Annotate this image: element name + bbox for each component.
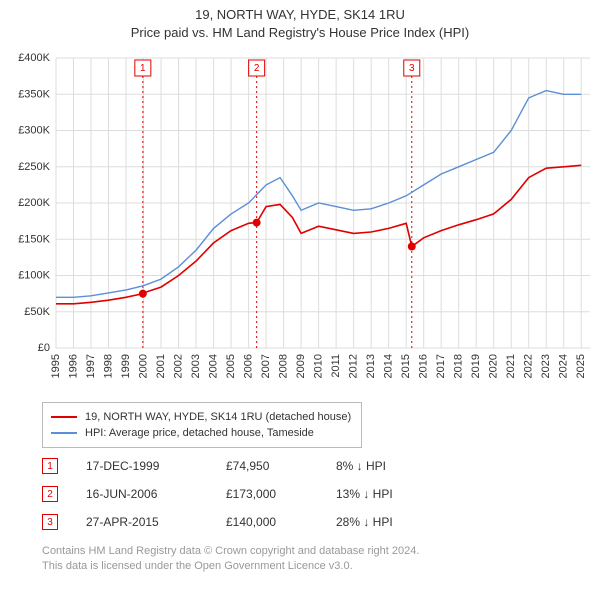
svg-text:£0: £0 [38,342,50,354]
sale-price: £74,950 [226,459,336,473]
marker-box-3: 3 [42,514,58,530]
svg-text:2016: 2016 [418,354,430,378]
sale-delta: 8% ↓ HPI [336,459,466,473]
svg-text:£250K: £250K [18,161,50,173]
svg-text:2008: 2008 [278,354,290,378]
svg-text:£200K: £200K [18,197,50,209]
sale-date: 16-JUN-2006 [86,487,226,501]
svg-text:2015: 2015 [400,354,412,378]
table-row: 3 27-APR-2015 £140,000 28% ↓ HPI [42,508,466,536]
footnote: Contains HM Land Registry data © Crown c… [42,544,419,574]
svg-text:1995: 1995 [50,354,62,378]
svg-text:2002: 2002 [173,354,185,378]
svg-text:2012: 2012 [348,354,360,378]
svg-text:2004: 2004 [208,354,220,378]
svg-text:2017: 2017 [435,354,447,378]
svg-text:2: 2 [254,63,260,74]
sale-price: £173,000 [226,487,336,501]
marker-box-2: 2 [42,486,58,502]
sales-table: 1 17-DEC-1999 £74,950 8% ↓ HPI 2 16-JUN-… [42,452,466,536]
legend-row-paid: 19, NORTH WAY, HYDE, SK14 1RU (detached … [51,409,351,425]
svg-text:2003: 2003 [190,354,202,378]
svg-text:1996: 1996 [68,354,80,378]
svg-text:2013: 2013 [365,354,377,378]
svg-text:2006: 2006 [243,354,255,378]
svg-text:2019: 2019 [470,354,482,378]
footnote-line1: Contains HM Land Registry data © Crown c… [42,544,419,559]
title-line1: 19, NORTH WAY, HYDE, SK14 1RU [0,6,600,24]
svg-text:1998: 1998 [103,354,115,378]
svg-text:2005: 2005 [225,354,237,378]
chart-plot-area: £0 £50K £100K £150K £200K £250K £300K £350K £400… [0,48,600,394]
svg-text:£150K: £150K [18,233,50,245]
svg-text:1997: 1997 [85,354,97,378]
svg-text:2010: 2010 [313,354,325,378]
svg-text:2018: 2018 [453,354,465,378]
legend-label-paid: 19, NORTH WAY, HYDE, SK14 1RU (detached … [85,411,351,423]
svg-text:£300K: £300K [18,125,50,137]
svg-text:2014: 2014 [383,354,395,378]
svg-text:2020: 2020 [488,354,500,378]
marker-box-1: 1 [42,458,58,474]
svg-text:3: 3 [409,63,415,74]
sale-delta: 28% ↓ HPI [336,515,466,529]
svg-text:1: 1 [140,63,146,74]
svg-text:2024: 2024 [558,354,570,378]
legend: 19, NORTH WAY, HYDE, SK14 1RU (detached … [42,402,362,448]
sale-delta: 13% ↓ HPI [336,487,466,501]
svg-text:2007: 2007 [260,354,272,378]
svg-text:£350K: £350K [18,88,50,100]
svg-text:2000: 2000 [138,354,150,378]
legend-swatch-hpi [51,432,77,434]
sale-price: £140,000 [226,515,336,529]
svg-text:2001: 2001 [155,354,167,378]
svg-text:2025: 2025 [575,354,587,378]
legend-label-hpi: HPI: Average price, detached house, Tame… [85,427,314,439]
svg-text:£100K: £100K [18,270,50,282]
chart-container: 19, NORTH WAY, HYDE, SK14 1RU Price paid… [0,0,600,590]
svg-text:£50K: £50K [24,306,50,318]
footnote-line2: This data is licensed under the Open Gov… [42,559,419,574]
legend-swatch-paid [51,416,77,418]
svg-text:£400K: £400K [18,52,50,64]
svg-text:2009: 2009 [295,354,307,378]
svg-text:1999: 1999 [120,354,132,378]
svg-text:2021: 2021 [505,354,517,378]
svg-text:2022: 2022 [523,354,535,378]
title-line2: Price paid vs. HM Land Registry's House … [0,24,600,42]
chart-svg: £0 £50K £100K £150K £200K £250K £300K £350K £400… [0,48,600,394]
sale-date: 17-DEC-1999 [86,459,226,473]
table-row: 2 16-JUN-2006 £173,000 13% ↓ HPI [42,480,466,508]
title-block: 19, NORTH WAY, HYDE, SK14 1RU Price paid… [0,0,600,42]
svg-text:2011: 2011 [330,354,342,378]
svg-text:2023: 2023 [540,354,552,378]
legend-row-hpi: HPI: Average price, detached house, Tame… [51,425,351,441]
sale-date: 27-APR-2015 [86,515,226,529]
table-row: 1 17-DEC-1999 £74,950 8% ↓ HPI [42,452,466,480]
